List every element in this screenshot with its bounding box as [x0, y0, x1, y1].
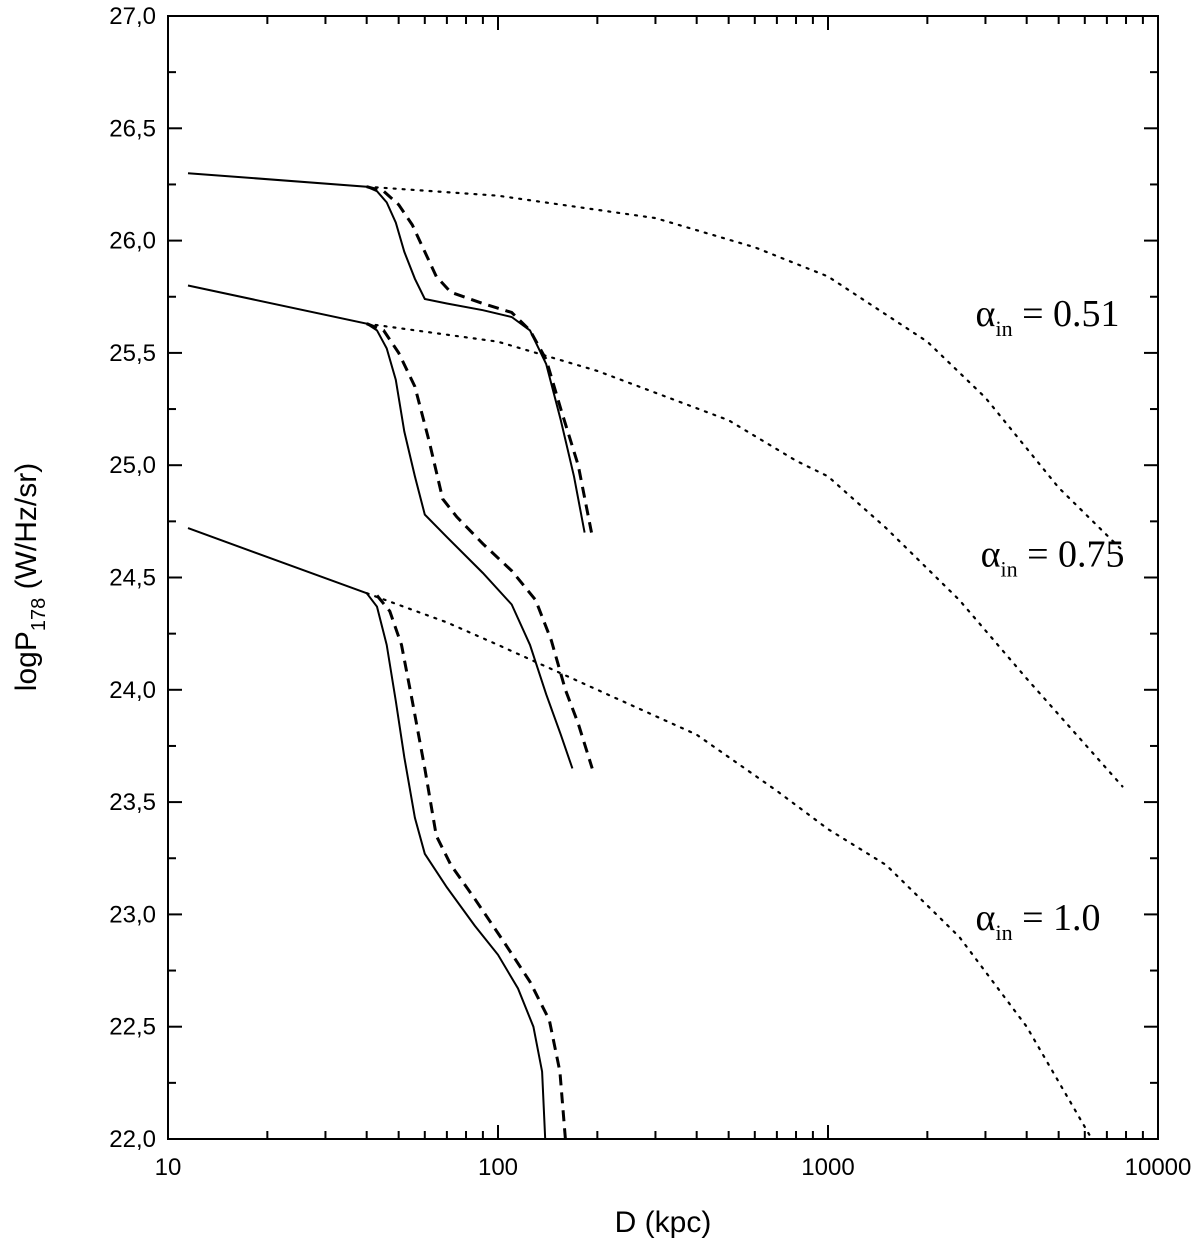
x-tick-label: 1000 — [801, 1154, 854, 1181]
series-curves — [187, 172, 1124, 1141]
axis-ticks — [167, 15, 1159, 1140]
series-solid-alpha-0-75 — [187, 284, 574, 769]
series-solid-alpha-0-51 — [187, 172, 586, 533]
annotation-symbol: α — [976, 897, 996, 939]
annotation-sub: in — [1001, 556, 1018, 581]
series-dashed-alpha-0-75 — [366, 322, 594, 769]
annotation-sub: in — [995, 920, 1012, 945]
annotation-alpha-in: αin = 1.0 — [976, 897, 1101, 945]
y-tick-label: 27,0 — [109, 3, 156, 30]
annotation-sub: in — [995, 316, 1012, 341]
series-dashed-alpha-1-0 — [375, 594, 567, 1140]
y-axis-title-main: logP — [10, 631, 43, 691]
series-dotted-alpha-0-75 — [365, 322, 1124, 788]
annotation-symbol: α — [976, 293, 996, 335]
annotation-alpha-in: αin = 0.75 — [981, 533, 1125, 581]
y-axis-title-sub: 178 — [28, 598, 50, 631]
annotation-value: = 0.75 — [1018, 533, 1125, 575]
y-tick-label: 25,0 — [109, 452, 156, 479]
y-tick-label: 23,0 — [109, 901, 156, 928]
y-tick-label: 22,5 — [109, 1014, 156, 1041]
series-dashed-alpha-0-51 — [366, 185, 593, 533]
annotation-alpha-in: αin = 0.51 — [976, 293, 1120, 341]
y-tick-label: 24,0 — [109, 677, 156, 704]
annotation-value: = 1.0 — [1013, 897, 1101, 939]
series-dotted-alpha-0-51 — [365, 185, 1124, 552]
x-tick-label: 10 — [155, 1154, 182, 1181]
y-axis-title-unit: (W/Hz/sr) — [10, 463, 43, 598]
x-axis-title: D (kpc) — [615, 1206, 712, 1239]
y-tick-label: 26,5 — [109, 115, 156, 142]
series-dotted-alpha-1-0 — [365, 592, 1093, 1141]
y-tick-label: 26,0 — [109, 228, 156, 255]
tick-labels: 22,0 22,5 23,0 23,5 24,0 24,5 25,0 25,5 26,0 26,5… — [109, 3, 1191, 1181]
y-tick-label: 25,5 — [109, 340, 156, 367]
x-tick-label: 100 — [478, 1154, 518, 1181]
y-tick-label: 24,5 — [109, 565, 156, 592]
y-axis-title: logP178 (W/Hz/sr) — [10, 463, 50, 691]
x-tick-label: 10000 — [1125, 1154, 1192, 1181]
y-tick-label: 23,5 — [109, 789, 156, 816]
series-solid-alpha-1-0 — [187, 527, 547, 1140]
y-tick-label: 22,0 — [109, 1126, 156, 1153]
annotation-symbol: α — [981, 533, 1001, 575]
annotation-value: = 0.51 — [1013, 293, 1120, 335]
